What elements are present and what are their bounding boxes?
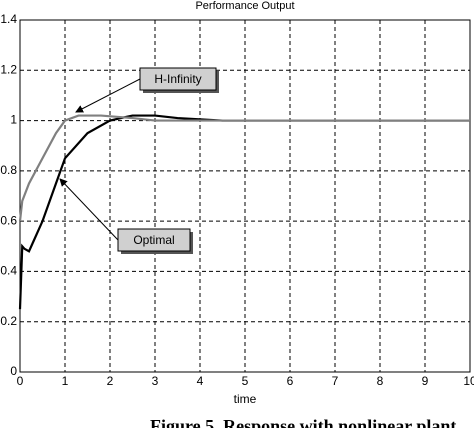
annotation-text: H-Infinity	[154, 72, 201, 86]
y-tick-label: 0	[10, 364, 17, 378]
x-tick-label: 8	[377, 374, 384, 388]
y-tick-label: 0.4	[0, 264, 17, 278]
annotation-box	[139, 67, 217, 91]
x-tick-label: 7	[332, 374, 339, 388]
x-tick-label: 3	[152, 374, 159, 388]
y-tick-label: 0.8	[0, 163, 17, 177]
x-tick-label: 5	[242, 374, 249, 388]
annotation-box	[117, 228, 191, 252]
x-tick-label: 10	[463, 374, 474, 388]
y-tick-label: 0.2	[0, 314, 17, 328]
x-tick-label: 9	[422, 374, 429, 388]
caption: Figure 5. Response with nonlinear plant	[150, 416, 456, 428]
x-tick-label: 6	[287, 374, 294, 388]
y-tick-label: 1.2	[0, 62, 17, 76]
y-tick-label: 1	[10, 113, 17, 127]
x-tick-label: 1	[62, 374, 69, 388]
x-tick-label: 0	[17, 374, 24, 388]
x-tick-label: 4	[197, 374, 204, 388]
line-series	[18, 114, 470, 222]
y-tick-label: 0.6	[0, 213, 17, 227]
y-tick-label: 1.4	[0, 12, 17, 26]
annotation-text: Optimal	[133, 233, 174, 247]
plot-frame	[19, 19, 471, 373]
x-tick-label: 2	[107, 374, 114, 388]
chart-title: Performance Output	[195, 0, 294, 12]
x-axis-label: time	[234, 392, 257, 406]
annotation-arrow	[59, 178, 119, 241]
annotation-arrow	[75, 78, 141, 113]
